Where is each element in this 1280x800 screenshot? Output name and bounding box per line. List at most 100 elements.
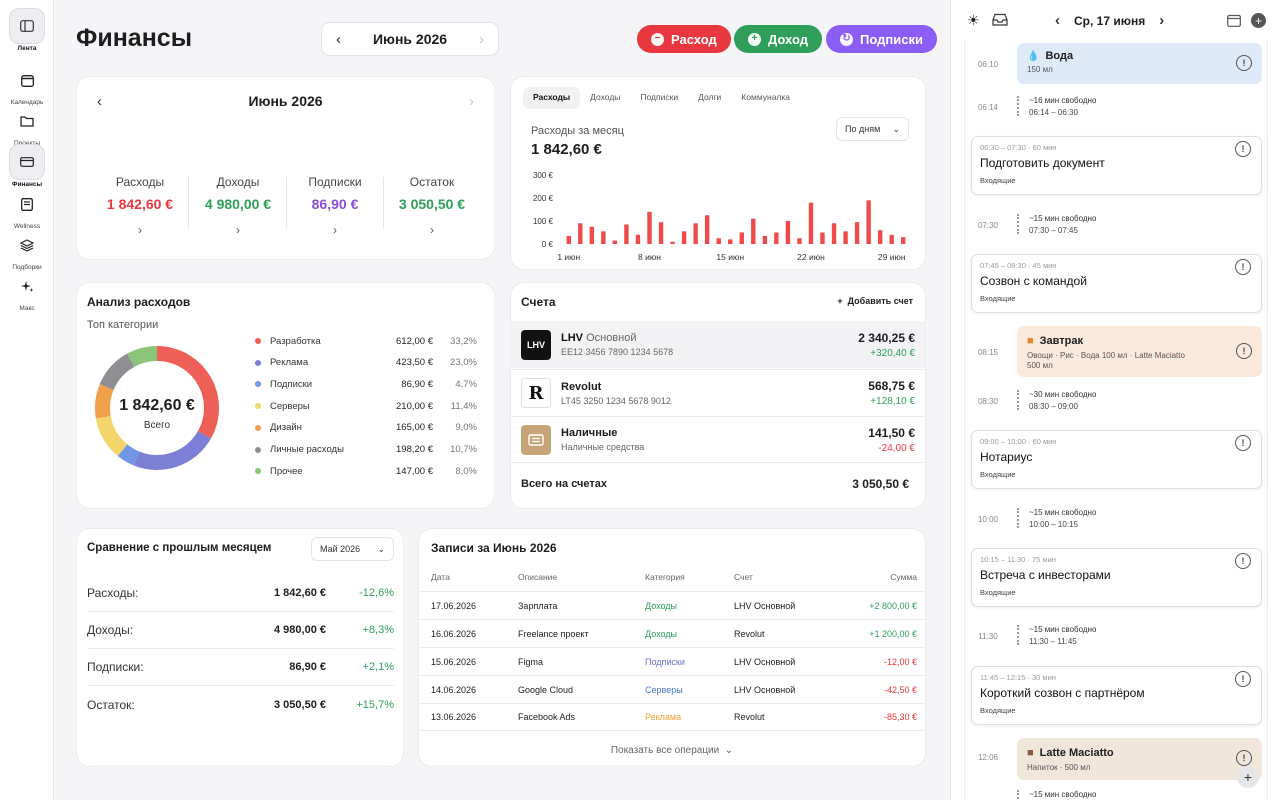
alert-icon[interactable]: ! bbox=[1235, 553, 1251, 569]
donut-slice[interactable] bbox=[95, 415, 128, 457]
show-all-operations-link[interactable]: Показать все операции ⌄ bbox=[419, 745, 925, 756]
bar[interactable] bbox=[751, 218, 756, 244]
table-row[interactable]: 14.06.2026 Google Cloud Серверы LHV Осно… bbox=[419, 675, 925, 703]
chevron-right-icon[interactable]: › bbox=[1159, 12, 1165, 29]
bar[interactable] bbox=[739, 232, 744, 245]
chevron-right-icon[interactable]: › bbox=[479, 30, 484, 48]
bar[interactable] bbox=[797, 238, 802, 244]
tab-income[interactable]: Доходы bbox=[590, 92, 621, 102]
nav-item-feed[interactable]: Лента bbox=[6, 8, 48, 52]
bar[interactable] bbox=[647, 211, 652, 244]
nav-item-finance[interactable]: Финансы bbox=[6, 144, 48, 188]
summary-balance[interactable]: Остаток 3 050,50 € › bbox=[384, 175, 480, 237]
legend-item[interactable]: Разработка 612,00 € 33,2% bbox=[255, 334, 477, 348]
alert-icon[interactable]: ! bbox=[1235, 259, 1251, 275]
account-row[interactable]: R Revolut LT45 3250 1234 5678 9012 568,7… bbox=[511, 369, 925, 416]
meal-entry[interactable]: ■ Завтрак Овощи · Рис · Вода 100 мл · Lat… bbox=[1017, 326, 1262, 377]
legend-item[interactable]: Прочее 147,00 € 8,0% bbox=[255, 464, 477, 478]
tab-utilities[interactable]: Коммуналка bbox=[741, 92, 791, 102]
bar[interactable] bbox=[820, 232, 825, 245]
donut-slice[interactable] bbox=[127, 346, 157, 367]
bar[interactable] bbox=[670, 241, 675, 244]
summary-subscriptions[interactable]: Подписки 86,90 € › bbox=[287, 175, 383, 237]
free-slot[interactable]: ~15 мин свободно 10:00 – 10:15 bbox=[1015, 508, 1096, 529]
subscriptions-button[interactable]: ↻ Подписки bbox=[826, 25, 937, 53]
bar[interactable] bbox=[854, 222, 860, 244]
bar[interactable] bbox=[901, 237, 906, 244]
add-event-icon[interactable]: + bbox=[1251, 13, 1266, 28]
donut-slice[interactable] bbox=[117, 444, 140, 466]
alert-icon[interactable]: ! bbox=[1236, 55, 1252, 71]
inbox-icon[interactable] bbox=[992, 13, 1008, 26]
donut-slice[interactable] bbox=[95, 384, 114, 419]
bar[interactable] bbox=[808, 202, 814, 244]
calendar-icon[interactable] bbox=[1227, 14, 1241, 27]
alert-icon[interactable]: ! bbox=[1235, 141, 1251, 157]
add-income-button[interactable]: + Доход bbox=[734, 25, 822, 53]
bar[interactable] bbox=[704, 215, 710, 244]
table-row[interactable]: 15.06.2026 Figma Подписки LHV Основной -… bbox=[419, 647, 925, 675]
nav-item-collections[interactable]: Подборки bbox=[6, 227, 48, 271]
alert-icon[interactable]: ! bbox=[1235, 435, 1251, 451]
bar[interactable] bbox=[566, 235, 571, 244]
free-slot[interactable]: ~16 мин свободно 06:14 – 06:30 bbox=[1015, 96, 1096, 117]
alert-icon[interactable]: ! bbox=[1236, 750, 1252, 766]
free-slot[interactable]: ~15 мин свободно bbox=[1015, 790, 1096, 800]
nav-item-wellness[interactable]: Wellness bbox=[6, 186, 48, 230]
chevron-left-icon[interactable]: ‹ bbox=[1055, 12, 1060, 29]
alert-icon[interactable]: ! bbox=[1236, 343, 1252, 359]
donut-slice[interactable] bbox=[99, 353, 135, 390]
bar[interactable] bbox=[681, 231, 687, 244]
bar[interactable] bbox=[866, 200, 871, 244]
meal-entry[interactable]: ■ Latte Maciatto Напиток · 500 мл ! bbox=[1017, 738, 1262, 780]
bar[interactable] bbox=[889, 234, 894, 244]
bar[interactable] bbox=[716, 238, 721, 244]
event-card[interactable]: 11:45 – 12:15 · 30 мин Короткий созвон с… bbox=[971, 666, 1262, 725]
bar[interactable] bbox=[785, 221, 791, 244]
chevron-left-icon[interactable]: ‹ bbox=[97, 93, 102, 110]
tab-subscriptions[interactable]: Подписки bbox=[640, 92, 679, 102]
tab-expenses[interactable]: Расходы bbox=[523, 87, 581, 109]
nav-item-max[interactable]: Макс bbox=[6, 268, 48, 312]
account-row[interactable]: LHV LHV Основной EE12 3456 7890 1234 567… bbox=[511, 321, 925, 368]
legend-item[interactable]: Дизайн 165,00 € 9,0% bbox=[255, 421, 477, 435]
table-row[interactable]: 16.06.2026 Freelance проект Доходы Revol… bbox=[419, 619, 925, 647]
legend-item[interactable]: Личные расходы 198,20 € 10,7% bbox=[255, 443, 477, 457]
bar[interactable] bbox=[774, 232, 779, 245]
table-row[interactable]: 17.06.2026 Зарплата Доходы LHV Основной … bbox=[419, 591, 925, 619]
bar[interactable] bbox=[843, 231, 848, 244]
chevron-right-icon[interactable]: › bbox=[469, 93, 474, 110]
bar[interactable] bbox=[624, 224, 629, 244]
bar[interactable] bbox=[601, 231, 606, 244]
legend-item[interactable]: Серверы 210,00 € 11,4% bbox=[255, 399, 477, 413]
compare-month-select[interactable]: Май 2026 ⌄ bbox=[311, 537, 394, 561]
free-slot[interactable]: ~30 мин свободно 08:30 – 09:00 bbox=[1015, 390, 1096, 411]
legend-item[interactable]: Реклама 423,50 € 23,0% bbox=[255, 356, 477, 370]
bar[interactable] bbox=[693, 223, 698, 244]
bar[interactable] bbox=[831, 223, 837, 244]
account-row[interactable]: Наличные Наличные средства 141,50 € -24,… bbox=[511, 416, 925, 463]
event-card[interactable]: 06:30 – 07:30 · 60 мин Подготовить докум… bbox=[971, 136, 1262, 195]
bar[interactable] bbox=[728, 239, 733, 244]
free-slot[interactable]: ~15 мин свободно 07:30 – 07:45 bbox=[1015, 214, 1096, 235]
bar[interactable] bbox=[589, 226, 595, 244]
summary-expenses[interactable]: Расходы 1 842,60 € › bbox=[92, 175, 188, 237]
bar[interactable] bbox=[612, 240, 618, 244]
bar[interactable] bbox=[762, 235, 768, 244]
bar[interactable] bbox=[635, 234, 641, 244]
chevron-left-icon[interactable]: ‹ bbox=[336, 30, 341, 48]
add-account-button[interactable]: + Добавить счет bbox=[837, 296, 913, 306]
bar[interactable] bbox=[578, 223, 583, 244]
add-expense-button[interactable]: − Расход bbox=[637, 25, 731, 53]
floating-add-button[interactable]: + bbox=[1237, 766, 1259, 788]
bar[interactable] bbox=[877, 230, 883, 244]
event-card[interactable]: 07:45 – 08:30 · 45 мин Созвон с командой… bbox=[971, 254, 1262, 313]
water-entry[interactable]: 💧 Вода 150 мл ! bbox=[1017, 43, 1262, 84]
alert-icon[interactable]: ! bbox=[1235, 671, 1251, 687]
event-card[interactable]: 09:00 – 10:00 · 60 мин Нотариус Входящие… bbox=[971, 430, 1262, 489]
summary-income[interactable]: Доходы 4 980,00 € › bbox=[190, 175, 286, 237]
nav-item-calendar[interactable]: Календарь bbox=[6, 62, 48, 106]
sun-icon[interactable]: ☀ bbox=[967, 12, 980, 28]
tab-debts[interactable]: Долги bbox=[698, 92, 722, 102]
table-row[interactable]: 13.06.2026 Facebook Ads Реклама Revolut … bbox=[419, 703, 925, 731]
